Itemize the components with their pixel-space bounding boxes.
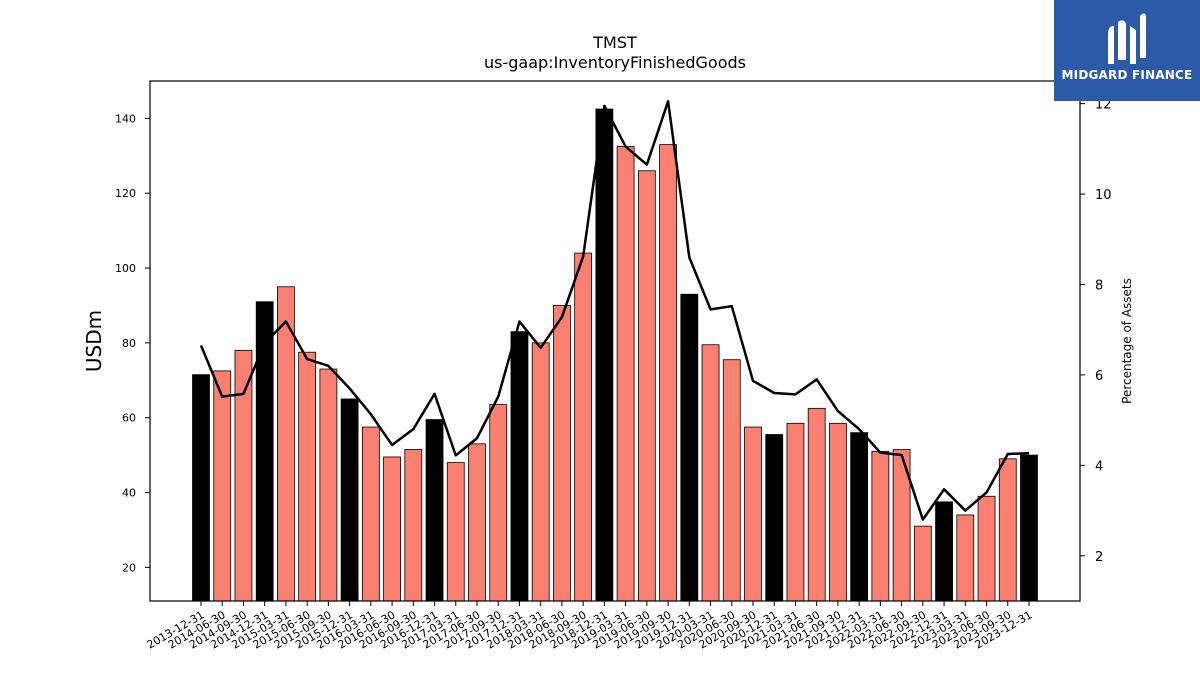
bar: [425, 419, 444, 602]
bar: [446, 462, 465, 602]
x-axis: 2013-12-312014-06-302014-09-302014-12-31…: [145, 601, 1035, 652]
right-tick-label: 2: [1095, 550, 1103, 565]
bar-group: [192, 108, 1038, 602]
bar: [722, 359, 741, 602]
bar: [659, 144, 677, 602]
right-tick-label: 12: [1095, 98, 1112, 113]
plot-frame: [149, 80, 1081, 602]
bar: [213, 370, 232, 602]
bar: [234, 349, 253, 602]
bar: [998, 458, 1017, 602]
bar: [404, 449, 423, 602]
right-tick-label: 6: [1095, 369, 1103, 384]
chart-subtitle: us-gaap:InventoryFinishedGoods: [484, 53, 746, 72]
bar: [553, 305, 571, 602]
bar: [786, 422, 805, 602]
bar: [913, 525, 932, 602]
bar: [531, 342, 550, 602]
left-tick-label: 80: [122, 337, 136, 350]
percentage-line: [199, 100, 1030, 521]
logo-mark-icon: [1108, 13, 1146, 64]
bar: [574, 252, 593, 602]
bar: [319, 368, 338, 602]
bar: [255, 301, 274, 602]
bar: [595, 108, 614, 602]
bar: [765, 434, 784, 602]
bar: [192, 374, 210, 602]
bar: [468, 443, 486, 602]
right-tick-label: 4: [1095, 459, 1103, 474]
line-series: [199, 100, 1030, 521]
bar: [340, 398, 359, 602]
chart-title: TMST: [592, 33, 637, 52]
bar: [850, 432, 869, 602]
left-tick-label: 120: [115, 187, 136, 200]
logo-text: MIDGARD FINANCE: [1061, 68, 1193, 82]
bar: [510, 331, 529, 602]
left-tick-label: 60: [122, 412, 136, 425]
bar: [298, 351, 317, 602]
left-tick-label: 20: [122, 561, 136, 574]
bar: [361, 426, 380, 602]
left-tick-label: 140: [115, 112, 136, 125]
y-axis-label: USDm: [82, 310, 106, 372]
bar: [807, 407, 826, 602]
bar: [956, 514, 975, 602]
bar: [680, 293, 699, 602]
right-tick-label: 8: [1095, 278, 1103, 293]
bar: [616, 146, 635, 602]
right-tick-label: 10: [1095, 188, 1112, 203]
right-axis: 2 4 6 8 10 12: [1080, 98, 1112, 565]
bar: [1020, 454, 1038, 602]
bar: [637, 170, 656, 602]
bar: [701, 344, 720, 602]
bar: [871, 450, 890, 602]
left-tick-label: 100: [115, 262, 136, 275]
bar: [744, 426, 762, 602]
brand-logo: MIDGARD FINANCE: [1054, 0, 1200, 101]
left-axis: 20 40 60 80 100 120 140: [115, 112, 150, 574]
left-tick-label: 40: [122, 487, 136, 500]
bar: [935, 501, 953, 602]
y2-axis-label: Percentage of Assets: [1120, 278, 1134, 404]
bar: [489, 404, 508, 602]
bar: [383, 456, 401, 602]
bar: [829, 422, 847, 602]
bar: [977, 495, 996, 602]
